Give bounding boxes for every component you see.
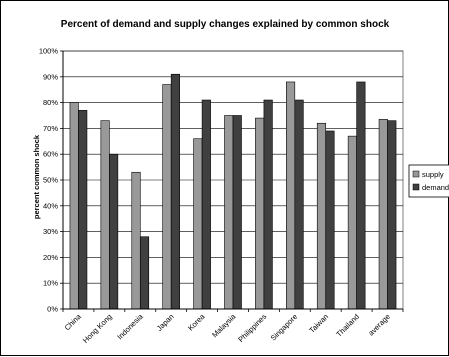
legend: supply demand xyxy=(408,164,449,198)
bar-supply-singapore xyxy=(286,81,296,310)
y-tick-label: 20% xyxy=(43,253,58,262)
bar-demand-china xyxy=(78,110,88,310)
x-tick-label: Malaysia xyxy=(210,311,238,339)
y-tick-label: 100% xyxy=(39,47,59,56)
bar-supply-japan xyxy=(162,84,172,310)
x-tick-label: Indonesia xyxy=(115,311,145,341)
chart-title: Percent of demand and supply changes exp… xyxy=(61,19,390,30)
bar-demand-japan xyxy=(170,73,180,310)
x-tick-label: China xyxy=(63,311,84,332)
legend-label-demand: demand xyxy=(422,183,449,192)
x-tick-label: Singapore xyxy=(269,312,300,343)
legend-swatch-demand xyxy=(412,183,420,191)
bar-demand-korea xyxy=(201,99,211,310)
bar-demand-malaysia xyxy=(232,115,242,310)
x-tick-label: average xyxy=(366,312,392,338)
bar-demand-singapore xyxy=(294,99,304,310)
x-tick-label: Taiwan xyxy=(307,312,330,335)
bar-supply-indonesia xyxy=(131,171,141,310)
y-axis-label: percent common shock xyxy=(32,134,41,219)
bar-supply-philippines xyxy=(255,117,265,310)
bar-demand-taiwan xyxy=(325,130,335,310)
y-axis-ticks: 0% 10% 20% 30% 40% 50% 60% 70% 80% 90% 100% xyxy=(39,47,63,314)
y-tick-label: 30% xyxy=(43,227,58,236)
y-tick-label: 80% xyxy=(43,98,58,107)
x-tick-label: Japan xyxy=(155,312,176,333)
y-tick-label: 60% xyxy=(43,150,58,159)
x-tick-label: Hong Kong xyxy=(81,312,114,345)
legend-box xyxy=(408,164,449,198)
y-tick-label: 50% xyxy=(43,176,58,185)
bar-demand-thailand xyxy=(356,81,366,310)
y-tick-label: 40% xyxy=(43,201,58,210)
bar-demand-philippines xyxy=(263,99,273,310)
bar-demand-average xyxy=(387,120,397,310)
bar-demand-hong-kong xyxy=(109,153,119,310)
x-tick-label: Korea xyxy=(186,311,207,332)
bars xyxy=(69,73,397,310)
bar-supply-thailand xyxy=(347,135,357,310)
legend-swatch-supply xyxy=(412,170,420,178)
bar-supply-malaysia xyxy=(224,115,234,310)
bar-supply-hong-kong xyxy=(100,120,110,310)
bar-supply-taiwan xyxy=(316,122,327,310)
gridlines xyxy=(63,50,403,284)
bar-supply-average xyxy=(378,119,388,310)
y-tick-label: 0% xyxy=(47,305,58,314)
legend-label-supply: supply xyxy=(422,170,444,179)
x-tick-label: Thailand xyxy=(334,312,361,339)
y-tick-label: 10% xyxy=(43,279,58,288)
x-tick-label: Philippines xyxy=(236,312,268,344)
y-tick-label: 90% xyxy=(43,72,58,81)
bar-supply-korea xyxy=(193,138,203,310)
y-tick-label: 70% xyxy=(43,124,58,133)
bar-demand-indonesia xyxy=(139,236,150,310)
bar-supply-china xyxy=(69,102,79,310)
